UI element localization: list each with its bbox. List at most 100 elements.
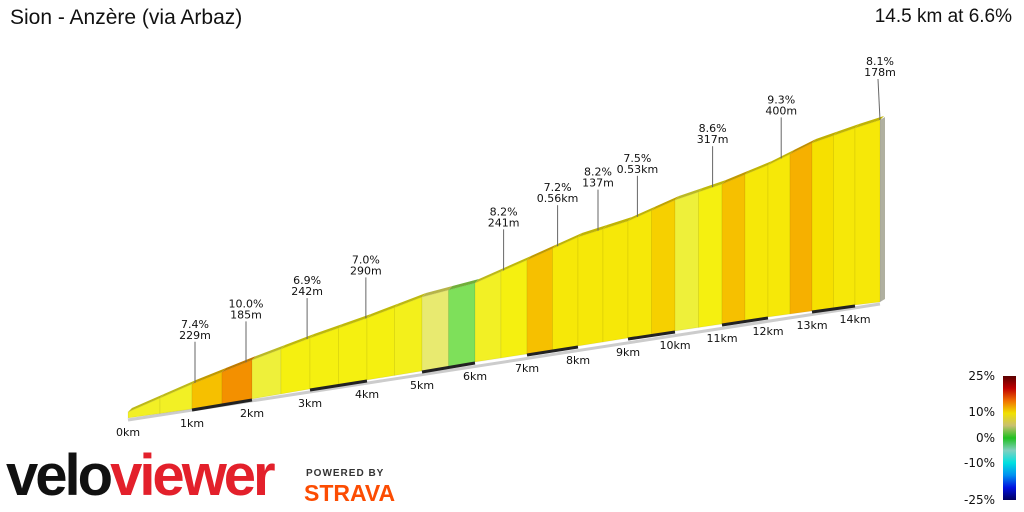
x-tick-label: 9km [616,346,640,359]
x-tick-label: 0km [116,426,140,439]
gradient-segment [159,383,193,415]
profile-top-shade [448,279,479,290]
profile-top-shade [367,303,399,318]
profile-top-shade [222,356,256,372]
gradient-segment [309,327,339,390]
annotation-length: 137m [582,177,614,190]
x-tick-label: 4km [355,388,379,401]
annotation-gradient: 8.2% [584,166,612,179]
annotation-gradient: 7.2% [544,181,572,194]
x-tick-label: 5km [410,379,434,392]
gradient-segment [811,134,834,312]
strava-logo[interactable]: STRAVA [304,480,396,506]
profile-top-face [338,314,371,328]
annotation-gradient: 9.3% [767,93,795,106]
x-tick-label: 14km [839,313,870,326]
legend-label: 25% [968,369,995,383]
profile-top-shade [281,334,314,349]
gradient-segment [698,183,723,329]
profile-top-shade [501,256,531,272]
profile-top-shade [475,267,505,283]
gradient-segment [674,191,699,332]
gradient-segment [474,270,502,363]
x-tick-label: 13km [796,319,827,332]
profile-top-shade [651,196,679,211]
km-band [627,330,676,341]
gradient-segment [526,247,553,355]
annotation-gradient: 6.9% [293,274,321,287]
veloviewer-logo[interactable]: veloviewer [6,443,276,508]
profile-top-face [651,196,679,211]
annotation-gradient: 8.2% [490,205,518,218]
annotation-gradient: 7.0% [352,253,380,266]
profile-top-face [603,217,632,229]
km-band [309,379,368,392]
profile-top-face [160,380,196,398]
profile-top-shade [790,139,816,154]
profile-top-shade [310,324,343,338]
gradient-segment [651,199,676,336]
km-band [421,361,476,374]
x-tick-label: 8km [566,354,590,367]
km-band [526,345,579,357]
x-tick-label: 6km [463,370,487,383]
profile-top-shade [675,188,703,200]
profile-top-face [367,303,399,318]
gradient-segment [744,164,769,322]
gradient-segment [500,259,528,359]
gradient-segment [833,127,856,309]
profile-top-face [745,161,772,175]
profile-top-face [501,256,531,272]
legend-label: 0% [976,431,995,445]
annotation-gradient: 7.5% [623,152,651,165]
legend-label: -25% [964,493,995,507]
annotation-gradient: 8.6% [699,122,727,135]
profile-top-shade [128,394,164,412]
profile-top-shade [603,217,632,229]
profile-top-face [475,267,505,283]
profile-top-face [192,368,226,384]
profile-top-face [422,286,453,297]
gradient-segment [789,142,813,315]
gradient-segment [854,119,881,306]
profile-top-face [252,345,285,360]
x-tick-label: 11km [706,332,737,345]
baseline [127,302,881,422]
profile-top-shade [252,345,285,360]
profile-side-face [880,117,885,302]
profile-top-face [675,188,703,200]
gradient-segment [221,359,253,405]
profile-top-face [855,116,884,128]
profile-top-face [628,206,656,221]
profile-top-shade [745,161,772,175]
profile-top-shade [578,225,607,237]
profile-top-shade [552,233,582,249]
profile-top-face [527,244,557,260]
profile-top-shade [192,368,226,384]
gradient-segment [627,209,652,339]
powered-by-label: POWERED BY [306,468,385,479]
km-band [191,398,253,412]
legend-label: -10% [964,456,995,470]
profile-top-face [222,356,256,372]
gradient-segment [767,153,791,318]
gradient-segment [366,306,395,381]
gradient-segment [338,317,368,386]
profile-top-shade [833,124,859,136]
profile-top-shade [722,170,749,184]
x-tick-label: 12km [752,325,783,338]
annotation-length: 178m [864,66,896,79]
annotation-gradient: 7.4% [181,318,209,331]
legend-label: 10% [968,405,995,419]
profile-top-face [128,394,164,412]
profile-top-shade [628,206,656,221]
annotation-gradient: 10.0% [229,297,264,310]
profile-top-shade [422,286,453,297]
profile-top-face [552,233,582,249]
profile-top-shade [394,293,426,308]
gradient-color-scale [1003,376,1016,500]
x-tick-label: 2km [240,407,264,420]
annotation-length: 0.56km [537,192,579,205]
profile-top-face [448,279,479,290]
